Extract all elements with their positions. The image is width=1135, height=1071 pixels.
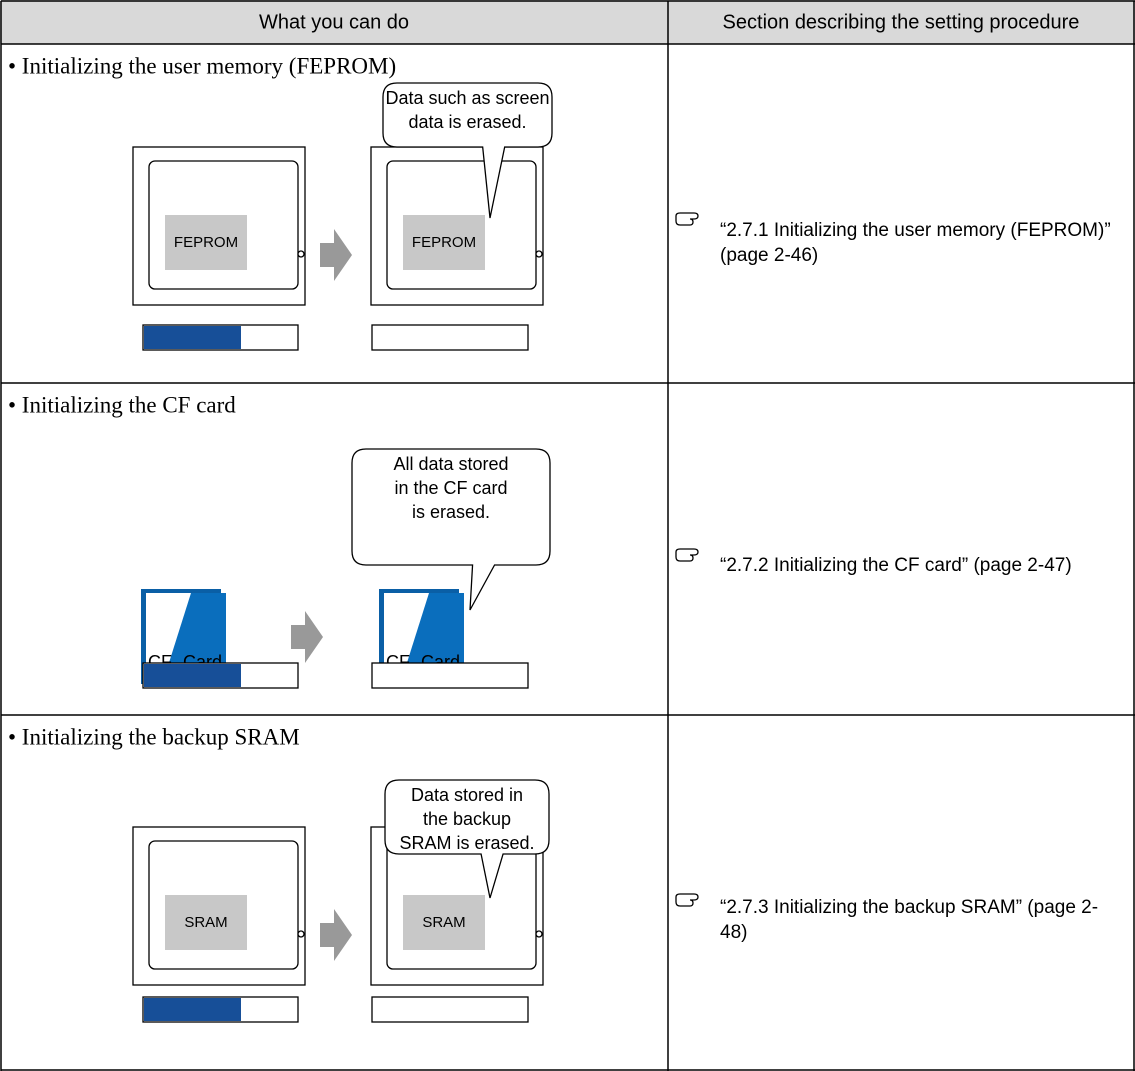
callout <box>384 779 550 899</box>
header-bg <box>0 0 1135 44</box>
memory-box <box>165 895 247 950</box>
reference: “2.7.2 Initializing the CF card” (page 2… <box>720 555 1072 576</box>
callout-text: in the CF card <box>394 478 507 498</box>
memory-box <box>403 215 485 270</box>
monitor-button <box>535 250 543 258</box>
header-cell: Section describing the setting procedure <box>723 11 1080 33</box>
arrow <box>320 229 352 281</box>
callout <box>351 448 551 611</box>
progress-fill <box>144 664 241 687</box>
progress-fill <box>144 998 241 1021</box>
callout-text: Data such as screen <box>385 88 549 108</box>
monitor-button <box>297 250 305 258</box>
monitor-button <box>297 930 305 938</box>
callout-text: Data stored in <box>411 785 523 805</box>
reference: “2.7.1 Initializing the user memory (FEP… <box>720 220 1111 266</box>
row-title: • Initializing the CF card <box>8 392 236 417</box>
memory-label: SRAM <box>184 914 227 931</box>
pointing-hand-icon <box>675 548 699 562</box>
progress-fill <box>144 326 241 349</box>
progress-bar <box>371 996 529 1023</box>
callout <box>382 82 553 219</box>
reference: “2.7.3 Initializing the backup SRAM” (pa… <box>720 897 1099 943</box>
row-title: • Initializing the user memory (FEPROM) <box>8 53 396 78</box>
row-title: • Initializing the backup SRAM <box>8 724 300 749</box>
callout-text: the backup <box>423 809 511 829</box>
progress-bar <box>371 662 529 689</box>
memory-box <box>165 215 247 270</box>
memory-box <box>403 895 485 950</box>
pointing-hand-icon <box>675 212 699 226</box>
callout-text: is erased. <box>412 502 490 522</box>
arrow <box>291 611 323 663</box>
callout-text: data is erased. <box>408 112 526 132</box>
memory-label: FEPROM <box>412 234 476 251</box>
callout-text: All data stored <box>393 454 508 474</box>
callout-text: SRAM is erased. <box>399 833 534 853</box>
arrow <box>320 909 352 961</box>
memory-label: FEPROM <box>174 234 238 251</box>
progress-bar <box>371 324 529 351</box>
header-cell: What you can do <box>259 11 409 33</box>
memory-label: SRAM <box>422 914 465 931</box>
pointing-hand-icon <box>675 893 699 907</box>
monitor-button <box>535 930 543 938</box>
